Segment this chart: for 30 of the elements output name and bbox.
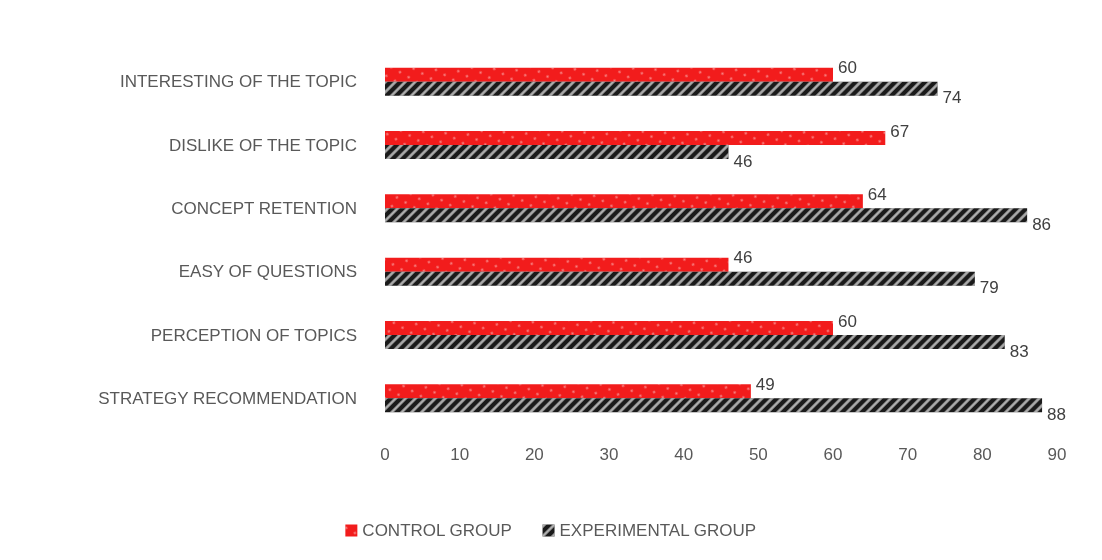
x-tick-label: 80 (972, 445, 992, 464)
data-label: 86 (1032, 214, 1052, 234)
legend-label: CONTROL GROUP (362, 521, 512, 540)
x-tick-label: 10 (450, 445, 470, 464)
x-tick-label: 90 (1047, 445, 1067, 464)
data-label: 88 (1047, 404, 1066, 424)
data-label: 67 (890, 121, 910, 141)
x-tick-label: 30 (599, 445, 619, 464)
data-label: 60 (838, 58, 857, 78)
x-tick-label: 20 (524, 445, 544, 464)
y-tick-label: PERCEPTION OF TOPICS (150, 325, 357, 345)
y-tick-label: INTERESTING OF THE TOPIC (119, 72, 357, 92)
data-label: 74 (942, 88, 962, 108)
data-label: 46 (733, 248, 753, 268)
data-label: 64 (867, 184, 887, 204)
data-label: 60 (838, 311, 857, 331)
data-label: 83 (1009, 341, 1029, 361)
data-label: 46 (733, 151, 753, 171)
data-label: 79 (979, 278, 999, 298)
data-label: 49 (755, 374, 775, 394)
x-tick-label: 50 (748, 445, 768, 464)
x-tick-label: 0 (380, 445, 390, 464)
y-tick-label: EASY OF QUESTIONS (178, 262, 357, 282)
y-tick-label: CONCEPT RETENTION (171, 198, 357, 218)
x-tick-label: 60 (823, 445, 843, 464)
y-tick-label: DISLIKE OF THE TOPIC (169, 135, 357, 155)
x-tick-label: 70 (898, 445, 918, 464)
y-tick-label: STRATEGY RECOMMENDATION (98, 388, 357, 408)
legend-label: EXPERIMENTAL GROUP (559, 521, 757, 540)
x-tick-label: 40 (674, 445, 694, 464)
